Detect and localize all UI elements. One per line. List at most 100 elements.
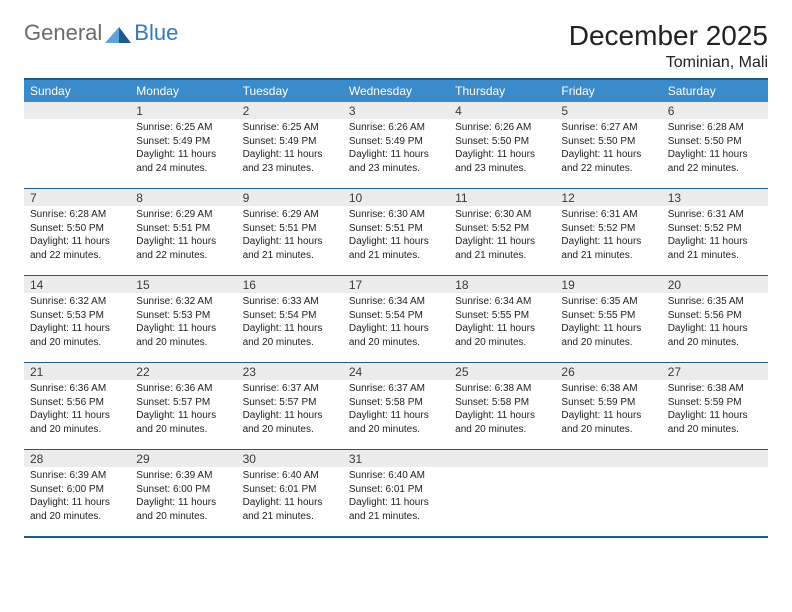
day-details: Sunrise: 6:33 AMSunset: 5:54 PMDaylight:… xyxy=(237,293,343,353)
daylight-text: Daylight: 11 hours and 21 minutes. xyxy=(243,235,337,262)
sunset-text: Sunset: 5:56 PM xyxy=(668,309,762,323)
day-details: Sunrise: 6:25 AMSunset: 5:49 PMDaylight:… xyxy=(237,119,343,179)
sunrise-text: Sunrise: 6:29 AM xyxy=(243,208,337,222)
day-cell xyxy=(555,450,661,536)
day-number: 10 xyxy=(343,189,449,206)
day-number: 9 xyxy=(237,189,343,206)
sunrise-text: Sunrise: 6:30 AM xyxy=(349,208,443,222)
day-number: 31 xyxy=(343,450,449,467)
day-number: 7 xyxy=(24,189,130,206)
day-cell: 29Sunrise: 6:39 AMSunset: 6:00 PMDayligh… xyxy=(130,450,236,536)
brand-word-general: General xyxy=(24,20,102,46)
day-number: 23 xyxy=(237,363,343,380)
daylight-text: Daylight: 11 hours and 21 minutes. xyxy=(455,235,549,262)
day-cell: 4Sunrise: 6:26 AMSunset: 5:50 PMDaylight… xyxy=(449,102,555,188)
day-cell: 25Sunrise: 6:38 AMSunset: 5:58 PMDayligh… xyxy=(449,363,555,449)
day-header-row: Sunday Monday Tuesday Wednesday Thursday… xyxy=(24,80,768,102)
daylight-text: Daylight: 11 hours and 20 minutes. xyxy=(561,322,655,349)
sunrise-text: Sunrise: 6:35 AM xyxy=(561,295,655,309)
day-header-tue: Tuesday xyxy=(237,80,343,102)
daylight-text: Daylight: 11 hours and 20 minutes. xyxy=(30,409,124,436)
sunrise-text: Sunrise: 6:36 AM xyxy=(30,382,124,396)
sunset-text: Sunset: 5:49 PM xyxy=(136,135,230,149)
day-cell: 27Sunrise: 6:38 AMSunset: 5:59 PMDayligh… xyxy=(662,363,768,449)
sunset-text: Sunset: 5:51 PM xyxy=(243,222,337,236)
day-details: Sunrise: 6:35 AMSunset: 5:55 PMDaylight:… xyxy=(555,293,661,353)
day-header-sun: Sunday xyxy=(24,80,130,102)
daylight-text: Daylight: 11 hours and 23 minutes. xyxy=(455,148,549,175)
sunrise-text: Sunrise: 6:27 AM xyxy=(561,121,655,135)
day-cell xyxy=(662,450,768,536)
day-cell: 21Sunrise: 6:36 AMSunset: 5:56 PMDayligh… xyxy=(24,363,130,449)
day-cell: 14Sunrise: 6:32 AMSunset: 5:53 PMDayligh… xyxy=(24,276,130,362)
day-cell xyxy=(24,102,130,188)
day-cell: 17Sunrise: 6:34 AMSunset: 5:54 PMDayligh… xyxy=(343,276,449,362)
sunset-text: Sunset: 5:50 PM xyxy=(30,222,124,236)
day-number xyxy=(24,102,130,119)
day-number: 1 xyxy=(130,102,236,119)
daylight-text: Daylight: 11 hours and 20 minutes. xyxy=(30,496,124,523)
sunrise-text: Sunrise: 6:40 AM xyxy=(243,469,337,483)
sunset-text: Sunset: 6:01 PM xyxy=(349,483,443,497)
day-number: 14 xyxy=(24,276,130,293)
title-block: December 2025 Tominian, Mali xyxy=(569,20,768,72)
header-row: General Blue December 2025 Tominian, Mal… xyxy=(24,20,768,72)
day-number: 29 xyxy=(130,450,236,467)
day-number: 22 xyxy=(130,363,236,380)
sunset-text: Sunset: 5:52 PM xyxy=(668,222,762,236)
sunset-text: Sunset: 5:57 PM xyxy=(136,396,230,410)
day-cell: 11Sunrise: 6:30 AMSunset: 5:52 PMDayligh… xyxy=(449,189,555,275)
day-cell: 5Sunrise: 6:27 AMSunset: 5:50 PMDaylight… xyxy=(555,102,661,188)
day-cell: 23Sunrise: 6:37 AMSunset: 5:57 PMDayligh… xyxy=(237,363,343,449)
day-cell: 10Sunrise: 6:30 AMSunset: 5:51 PMDayligh… xyxy=(343,189,449,275)
daylight-text: Daylight: 11 hours and 20 minutes. xyxy=(349,322,443,349)
day-details: Sunrise: 6:38 AMSunset: 5:58 PMDaylight:… xyxy=(449,380,555,440)
day-cell: 22 Sunrise: 6:36 AMSunset: 5:57 PMDayligh… xyxy=(130,363,236,449)
daylight-text: Daylight: 11 hours and 20 minutes. xyxy=(455,322,549,349)
sunrise-text: Sunrise: 6:26 AM xyxy=(349,121,443,135)
sunrise-text: Sunrise: 6:31 AM xyxy=(561,208,655,222)
daylight-text: Daylight: 11 hours and 23 minutes. xyxy=(243,148,337,175)
day-details: Sunrise: 6:34 AMSunset: 5:54 PMDaylight:… xyxy=(343,293,449,353)
sunset-text: Sunset: 5:52 PM xyxy=(561,222,655,236)
day-header-sat: Saturday xyxy=(662,80,768,102)
sunset-text: Sunset: 6:01 PM xyxy=(243,483,337,497)
day-number: 24 xyxy=(343,363,449,380)
day-number: 8 xyxy=(130,189,236,206)
day-cell xyxy=(449,450,555,536)
daylight-text: Daylight: 11 hours and 22 minutes. xyxy=(561,148,655,175)
sunset-text: Sunset: 5:55 PM xyxy=(561,309,655,323)
sunrise-text: Sunrise: 6:30 AM xyxy=(455,208,549,222)
sunrise-text: Sunrise: 6:28 AM xyxy=(668,121,762,135)
day-header-wed: Wednesday xyxy=(343,80,449,102)
day-number: 6 xyxy=(662,102,768,119)
day-number: 21 xyxy=(24,363,130,380)
sunset-text: Sunset: 5:53 PM xyxy=(136,309,230,323)
day-details: Sunrise: 6:31 AMSunset: 5:52 PMDaylight:… xyxy=(662,206,768,266)
daylight-text: Daylight: 11 hours and 20 minutes. xyxy=(136,409,230,436)
day-number xyxy=(555,450,661,467)
sunset-text: Sunset: 5:50 PM xyxy=(668,135,762,149)
sunset-text: Sunset: 5:51 PM xyxy=(136,222,230,236)
day-cell: 28Sunrise: 6:39 AMSunset: 6:00 PMDayligh… xyxy=(24,450,130,536)
sunset-text: Sunset: 5:58 PM xyxy=(455,396,549,410)
daylight-text: Daylight: 11 hours and 22 minutes. xyxy=(136,235,230,262)
daylight-text: Daylight: 11 hours and 20 minutes. xyxy=(136,496,230,523)
day-number: 17 xyxy=(343,276,449,293)
sunrise-text: Sunrise: 6:38 AM xyxy=(455,382,549,396)
day-details: Sunrise: 6:28 AMSunset: 5:50 PMDaylight:… xyxy=(24,206,130,266)
day-cell: 30Sunrise: 6:40 AMSunset: 6:01 PMDayligh… xyxy=(237,450,343,536)
day-number: 28 xyxy=(24,450,130,467)
day-details: Sunrise: 6:27 AMSunset: 5:50 PMDaylight:… xyxy=(555,119,661,179)
brand-logo: General Blue xyxy=(24,20,178,46)
sunset-text: Sunset: 6:00 PM xyxy=(30,483,124,497)
sunrise-text: Sunrise: 6:36 AM xyxy=(136,382,230,396)
day-cell: 31Sunrise: 6:40 AMSunset: 6:01 PMDayligh… xyxy=(343,450,449,536)
day-details: Sunrise: 6:25 AMSunset: 5:49 PMDaylight:… xyxy=(130,119,236,179)
day-cell: 8Sunrise: 6:29 AMSunset: 5:51 PMDaylight… xyxy=(130,189,236,275)
sunrise-text: Sunrise: 6:25 AM xyxy=(136,121,230,135)
sunrise-text: Sunrise: 6:26 AM xyxy=(455,121,549,135)
daylight-text: Daylight: 11 hours and 20 minutes. xyxy=(561,409,655,436)
week-row: 1Sunrise: 6:25 AMSunset: 5:49 PMDaylight… xyxy=(24,102,768,189)
daylight-text: Daylight: 11 hours and 20 minutes. xyxy=(243,322,337,349)
